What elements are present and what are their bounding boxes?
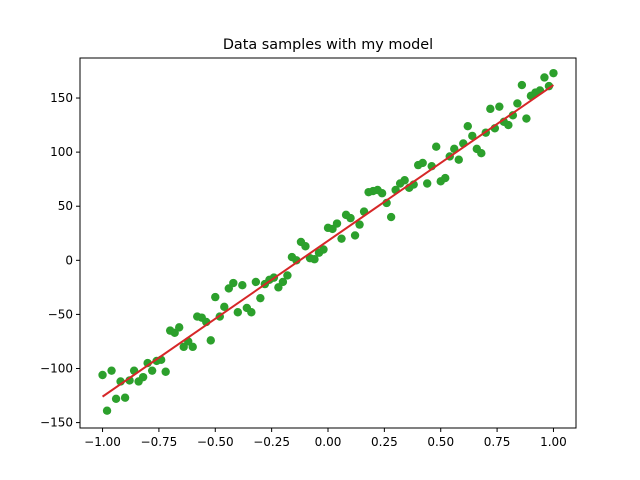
data-point [211,292,220,302]
x-tick-label: −0.75 [141,435,178,449]
data-point [544,81,554,91]
x-tick-label: −0.50 [197,435,234,449]
data-point [111,394,121,403]
data-point [517,80,527,90]
data-point [337,234,346,243]
y-tick-label: −100 [40,361,73,375]
data-point [377,189,387,198]
data-point [120,393,130,402]
data-point [468,131,477,141]
y-tick-label: −150 [40,416,73,430]
x-tick-label: −1.00 [84,435,121,449]
data-point [319,245,328,254]
data-point [355,220,364,229]
data-point [256,293,265,303]
data-point [188,342,197,352]
y-tick-label: 150 [50,91,73,105]
data-point [423,179,432,188]
data-point [175,323,184,332]
data-point [522,114,531,123]
chart-title: Data samples with my model [223,37,433,53]
data-point [486,104,495,114]
data-point [147,366,157,375]
data-point [477,149,486,158]
data-point [238,280,247,290]
y-tick-label: 50 [58,199,73,213]
data-point [513,99,522,108]
data-point [386,212,396,222]
data-point [310,255,319,264]
x-tick-label: 0.75 [484,435,511,449]
y-axis: −150 −100 −50 0 50 100 150 [40,91,80,430]
x-axis: −1.00 −0.75 −0.50 −0.25 0.00 0.25 0.50 0.75 1.00 [84,428,567,449]
data-point [504,120,513,130]
y-tick-label: −50 [48,307,73,321]
data-point [350,231,360,240]
data-point [138,372,148,382]
data-point [161,367,170,376]
x-tick-label: 0.00 [315,435,342,449]
data-point [463,121,472,131]
data-point [206,336,215,345]
data-point [441,173,450,183]
data-point [107,366,116,375]
y-tick-label: 0 [65,253,73,267]
data-point [98,370,107,380]
model-line [101,84,555,398]
data-point [233,308,243,317]
data-point [495,102,504,111]
data-point [454,155,463,164]
data-point [332,219,342,228]
data-point [549,68,558,78]
data-point [346,213,355,223]
data-point [418,158,427,168]
data-point [283,271,292,280]
axes-frame [79,57,577,429]
x-tick-label: 0.50 [427,435,454,449]
x-tick-label: −0.25 [253,435,290,449]
data-point [301,242,310,251]
data-point [432,142,441,151]
data-point [247,308,256,317]
data-point [102,406,112,415]
data-point [278,277,288,287]
y-tick-label: 100 [50,145,73,159]
data-point [251,277,261,287]
data-point [220,302,229,312]
x-tick-label: 0.25 [371,435,398,449]
data-point [508,111,518,120]
x-tick-label: 1.00 [540,435,567,449]
data-point [540,73,549,82]
data-point [400,176,409,185]
plot-area [98,68,558,415]
data-point [229,278,238,288]
